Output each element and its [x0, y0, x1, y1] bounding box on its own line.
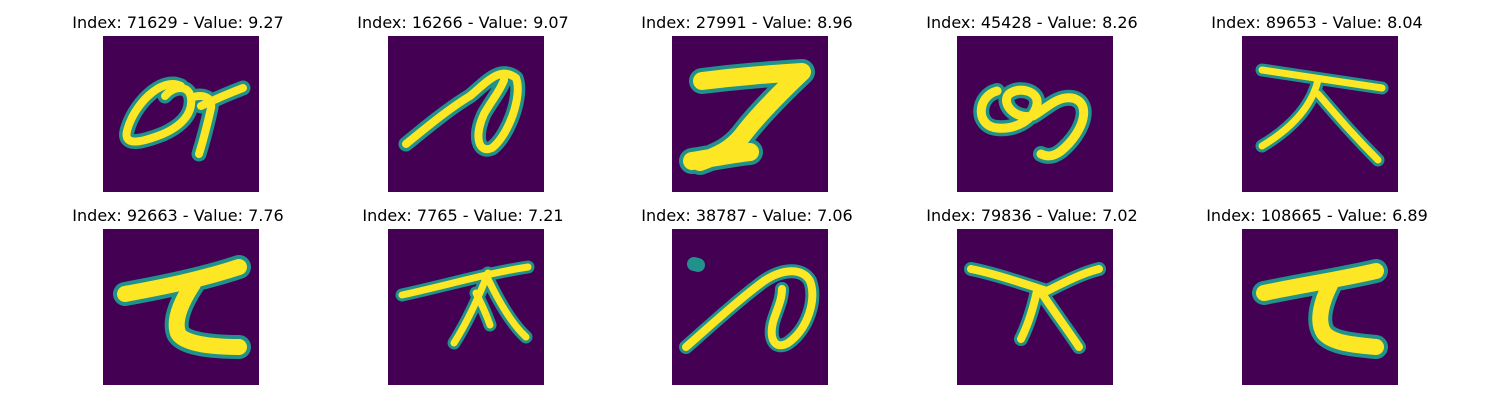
digit-image: [957, 229, 1113, 385]
panel-10: Index: 108665 - Value: 6.89: [1197, 206, 1437, 391]
panel-title: Index: 89653 - Value: 8.04: [1197, 13, 1437, 32]
panel-title: Index: 79836 - Value: 7.02: [912, 206, 1152, 225]
digit-image: [388, 229, 544, 385]
panel-9: Index: 79836 - Value: 7.02: [912, 206, 1152, 391]
panel-title: Index: 71629 - Value: 9.27: [58, 13, 298, 32]
digit-image: [1242, 229, 1398, 385]
digit-image: [1242, 36, 1398, 192]
panel-1: Index: 71629 - Value: 9.27: [58, 13, 298, 198]
panel-6: Index: 92663 - Value: 7.76: [58, 206, 298, 391]
digit-image: [388, 36, 544, 192]
panel-2: Index: 16266 - Value: 9.07: [343, 13, 583, 198]
digit-image: [103, 36, 259, 192]
panel-title: Index: 45428 - Value: 8.26: [912, 13, 1152, 32]
digit-image: [103, 229, 259, 385]
panel-title: Index: 92663 - Value: 7.76: [58, 206, 298, 225]
panel-title: Index: 7765 - Value: 7.21: [343, 206, 583, 225]
panel-title: Index: 16266 - Value: 9.07: [343, 13, 583, 32]
panel-title: Index: 108665 - Value: 6.89: [1197, 206, 1437, 225]
panel-4: Index: 45428 - Value: 8.26: [912, 13, 1152, 198]
panel-3: Index: 27991 - Value: 8.96: [627, 13, 867, 198]
panel-7: Index: 7765 - Value: 7.21: [343, 206, 583, 391]
digit-image: [672, 229, 828, 385]
panel-title: Index: 27991 - Value: 8.96: [627, 13, 867, 32]
digit-image: [672, 36, 828, 192]
panel-8: Index: 38787 - Value: 7.06: [627, 206, 867, 391]
digit-image: [957, 36, 1113, 192]
panel-5: Index: 89653 - Value: 8.04: [1197, 13, 1437, 198]
panel-title: Index: 38787 - Value: 7.06: [627, 206, 867, 225]
